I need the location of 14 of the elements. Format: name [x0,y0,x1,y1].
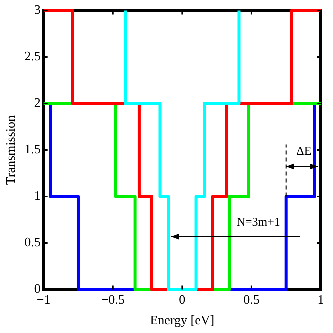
y-tick-label: 1 [34,188,41,204]
y-tick-label: 2 [34,95,41,110]
y-tick-label: 0.5 [24,234,41,250]
x-tick-label: 0.5 [244,292,260,308]
x-axis-title: Energy [eV] [150,312,215,328]
x-tick-label: 1 [318,292,324,308]
y-tick-label: 2.5 [24,48,41,64]
x-tick-label: 0 [179,292,186,308]
annotation: N=3m+1 [236,214,280,229]
y-tick-label: 3 [34,2,41,18]
y-tick-label: 1.5 [24,142,41,157]
y-axis-title: Transmission [3,115,18,186]
x-tick-label: −0.5 [101,292,125,308]
annotation: ΔE [296,144,312,158]
